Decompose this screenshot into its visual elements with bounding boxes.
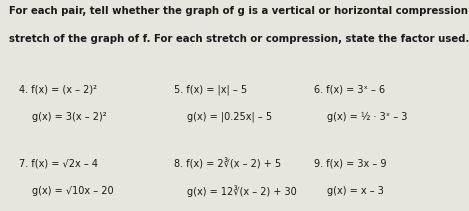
Text: g(x) = 3(x – 2)²: g(x) = 3(x – 2)²	[32, 112, 106, 122]
Text: For each pair, tell whether the graph of g is a vertical or horizontal compressi: For each pair, tell whether the graph of…	[9, 6, 469, 16]
Text: g(x) = ½ · 3ˣ – 3: g(x) = ½ · 3ˣ – 3	[327, 112, 408, 122]
Text: stretch of the graph of f. For each stretch or compression, state the factor use: stretch of the graph of f. For each stre…	[9, 34, 469, 44]
Text: g(x) = |0.25x| – 5: g(x) = |0.25x| – 5	[187, 112, 272, 122]
Text: 5. f(x) = |x| – 5: 5. f(x) = |x| – 5	[174, 84, 247, 95]
Text: 8. f(x) = 2∛(x – 2) + 5: 8. f(x) = 2∛(x – 2) + 5	[174, 158, 280, 169]
Text: 9. f(x) = 3x – 9: 9. f(x) = 3x – 9	[314, 158, 387, 168]
Text: g(x) = 12∛(x – 2) + 30: g(x) = 12∛(x – 2) + 30	[187, 186, 296, 197]
Text: 7. f(x) = √2x – 4: 7. f(x) = √2x – 4	[19, 158, 98, 168]
Text: g(x) = x – 3: g(x) = x – 3	[327, 186, 384, 196]
Text: 6. f(x) = 3ˣ – 6: 6. f(x) = 3ˣ – 6	[314, 84, 386, 94]
Text: 4. f(x) = (x – 2)²: 4. f(x) = (x – 2)²	[19, 84, 97, 94]
Text: g(x) = √10x – 20: g(x) = √10x – 20	[32, 186, 113, 196]
